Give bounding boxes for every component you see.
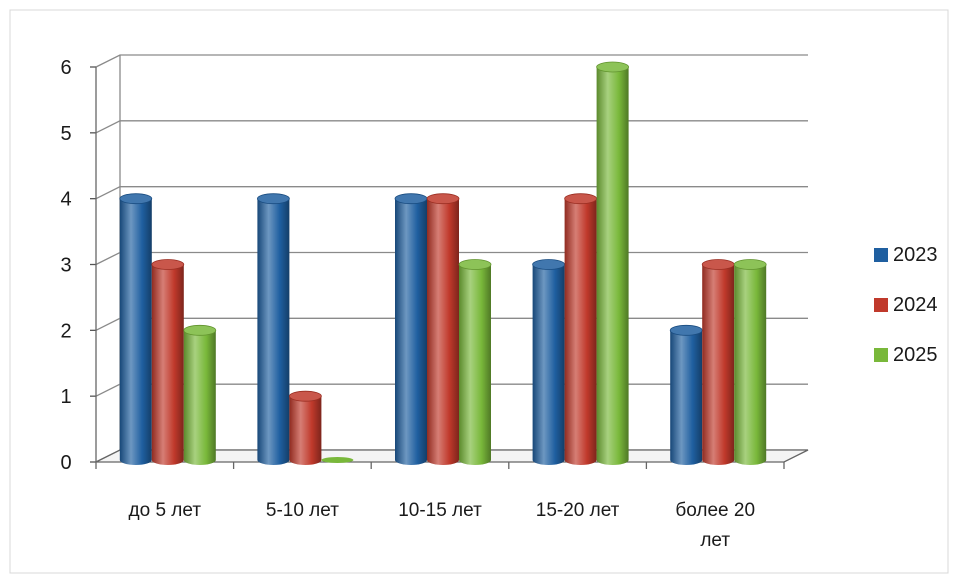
- bar: [288, 390, 322, 465]
- bar: [426, 193, 460, 465]
- y-tick-label: 2: [60, 320, 71, 342]
- legend: 2023 2024 2025: [874, 244, 938, 366]
- y-tick-label: 1: [60, 386, 71, 408]
- legend-swatch: [874, 298, 888, 312]
- y-tick-label: 3: [60, 255, 71, 277]
- bar: [669, 324, 703, 465]
- legend-entry: 2024: [874, 294, 938, 316]
- legend-swatch: [874, 348, 888, 362]
- bar: [183, 324, 217, 465]
- bar: [701, 259, 735, 465]
- bars: [119, 61, 767, 465]
- legend-swatch: [874, 248, 888, 262]
- x-category-label: 15-20 лет: [536, 500, 620, 521]
- legend-entry: 2023: [874, 244, 938, 266]
- x-category-label: 10-15 лет: [398, 500, 482, 521]
- legend-label: 2024: [893, 294, 938, 316]
- y-tick-label: 0: [60, 452, 71, 474]
- bar: [733, 259, 767, 465]
- legend-label: 2023: [893, 244, 938, 266]
- legend-label: 2025: [893, 344, 938, 366]
- bar: [564, 193, 597, 465]
- x-category-label: до 5 лет: [129, 500, 202, 521]
- bar: [596, 61, 629, 465]
- y-tick-label: 5: [60, 123, 71, 145]
- legend-entry: 2025: [874, 344, 938, 366]
- x-category-labels: до 5 лет 5-10 лет 10-15 лет 15-20 лет более …: [129, 500, 755, 551]
- x-category-label: 5-10 лет: [266, 500, 339, 521]
- x-category-label: более 20 лет: [675, 500, 755, 551]
- bar: [119, 193, 153, 465]
- bar: [458, 259, 492, 465]
- bar: [151, 259, 185, 465]
- y-tick-labels: 0 1 2 3 4 5 6: [60, 57, 71, 474]
- bar: [394, 193, 428, 465]
- bar: [321, 457, 354, 463]
- bar: [532, 259, 565, 465]
- bar: [256, 193, 290, 465]
- y-tick-label: 4: [60, 189, 71, 211]
- y-tick-label: 6: [60, 57, 71, 79]
